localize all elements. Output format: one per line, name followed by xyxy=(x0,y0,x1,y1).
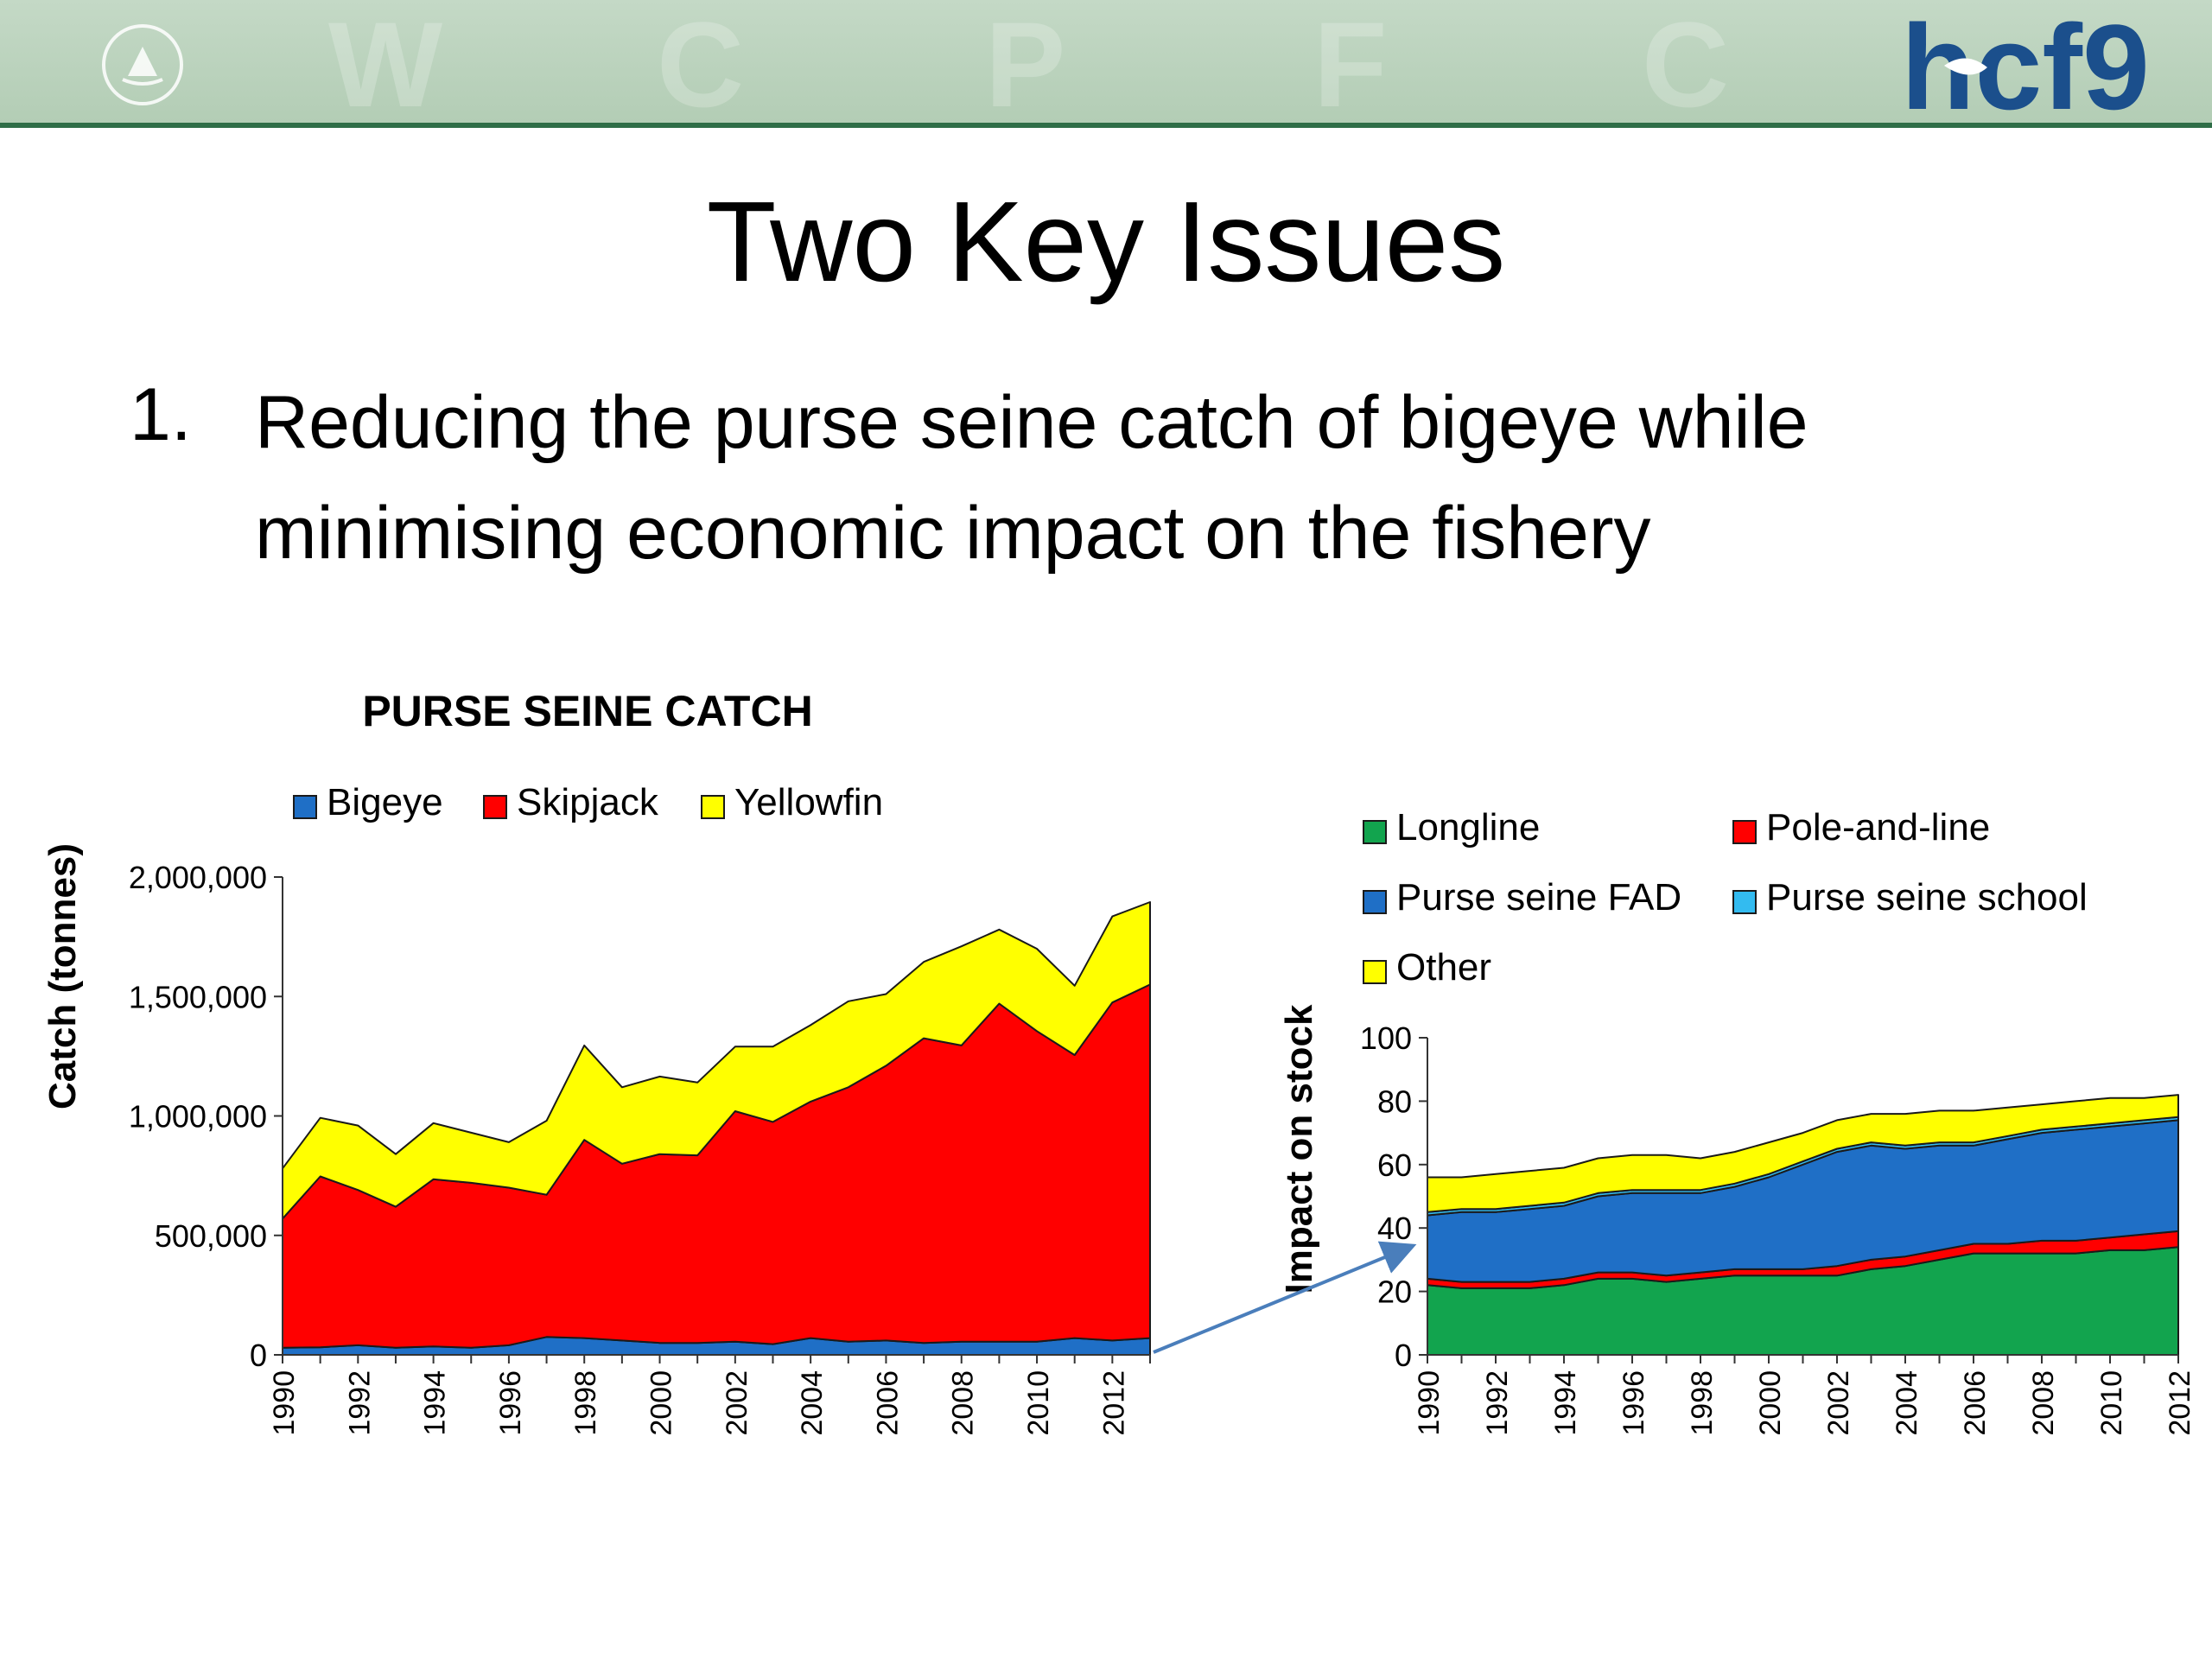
impact-x-tick-label: 2004 xyxy=(1891,1370,1923,1436)
purse-seine-x-tick-label: 1990 xyxy=(268,1370,301,1436)
impact-legend-label: Purse seine FAD xyxy=(1396,876,1681,918)
bullet-text: Reducing the purse seine catch of bigeye… xyxy=(255,381,1808,575)
impact-legend-label: Longline xyxy=(1396,806,1540,849)
purse-seine-legend-label: Yellowfin xyxy=(734,781,883,823)
impact-x-tick-label: 2012 xyxy=(2164,1370,2196,1436)
impact-y-tick-label: 40 xyxy=(1377,1211,1412,1246)
purse-seine-chart-title: PURSE SEINE CATCH xyxy=(362,687,812,735)
impact-x-tick-label: 1998 xyxy=(1686,1370,1719,1436)
bullet-number: 1. xyxy=(130,373,192,456)
impact-y-tick-label: 20 xyxy=(1377,1274,1412,1310)
purse-seine-y-tick-label: 1,000,000 xyxy=(129,1099,267,1135)
purse-seine-x-tick-label: 1994 xyxy=(419,1370,452,1436)
purse-seine-y-tick-label: 500,000 xyxy=(155,1218,267,1254)
impact-x-tick-label: 1996 xyxy=(1618,1370,1650,1436)
impact-legend-swatch xyxy=(1732,820,1757,844)
impact-y-tick-label: 60 xyxy=(1377,1147,1412,1183)
purse-seine-x-tick-label: 2012 xyxy=(1097,1370,1130,1436)
logo-text: hcf9 xyxy=(1901,5,2150,135)
purse-seine-y-tick-label: 2,000,000 xyxy=(129,860,267,895)
purse-seine-x-tick-label: 2008 xyxy=(947,1370,980,1436)
banner-watermark: W xyxy=(328,0,461,128)
connector-arrow xyxy=(1153,1241,1417,1354)
banner-watermark: C xyxy=(657,0,762,128)
impact-x-tick-label: 2008 xyxy=(2027,1370,2060,1436)
impact-x-tick-label: 1990 xyxy=(1413,1370,1446,1436)
impact-y-tick-label: 0 xyxy=(1395,1338,1412,1373)
impact-y-axis-label: Impact on stock xyxy=(1278,1004,1320,1294)
impact-legend-label: Pole-and-line xyxy=(1766,806,1990,849)
purse-seine-y-axis-label: Catch (tonnes) xyxy=(41,843,84,1109)
impact-x-tick-label: 2002 xyxy=(1822,1370,1855,1436)
header-banner: W C P F C xyxy=(0,0,2212,128)
impact-legend-label: Other xyxy=(1396,946,1491,988)
purse-seine-x-tick-label: 2002 xyxy=(721,1370,753,1436)
impact-legend-swatch xyxy=(1732,890,1757,914)
impact-x-tick-label: 2000 xyxy=(1754,1370,1787,1436)
banner-watermark: P xyxy=(985,0,1084,128)
purse-seine-x-tick-label: 2004 xyxy=(796,1370,829,1436)
purse-seine-legend-swatch xyxy=(483,795,507,819)
purse-seine-legend-swatch xyxy=(293,795,317,819)
impact-x-tick-label: 2006 xyxy=(1959,1370,1992,1436)
purse-seine-legend-label: Bigeye xyxy=(327,781,443,823)
banner-watermark: F xyxy=(1313,0,1405,128)
seal-ship-icon xyxy=(122,47,163,86)
impact-legend-swatch xyxy=(1363,820,1387,844)
purse-seine-area-yellowfin xyxy=(282,901,1151,1220)
impact-y-tick-label: 100 xyxy=(1360,1020,1412,1056)
purse-seine-x-tick-label: 2006 xyxy=(871,1370,904,1436)
purse-seine-x-tick-label: 2000 xyxy=(645,1370,678,1436)
impact-x-tick-label: 1992 xyxy=(1481,1370,1514,1436)
purse-seine-x-tick-label: 2010 xyxy=(1022,1370,1055,1436)
purse-seine-legend-swatch xyxy=(701,795,725,819)
purse-seine-legend-label: Skipjack xyxy=(517,781,659,823)
banner-watermark: C xyxy=(1642,0,1747,128)
impact-x-tick-label: 2010 xyxy=(2095,1370,2128,1436)
slide-title: Two Key Issues xyxy=(706,178,1506,305)
impact-on-stock-chart: 0 20 40 60 80 100 1990 1992 1994 1996 1998 2000 2002… xyxy=(1360,806,2196,1436)
impact-area-other xyxy=(1427,1094,2179,1213)
impact-legend-swatch xyxy=(1363,890,1387,914)
hcf9-logo: hcf9 xyxy=(1901,5,2150,135)
impact-legend-label: Purse seine school xyxy=(1766,876,2088,918)
purse-seine-x-tick-label: 1996 xyxy=(494,1370,527,1436)
purse-seine-x-tick-label: 1998 xyxy=(569,1370,602,1436)
impact-y-tick-label: 80 xyxy=(1377,1084,1412,1119)
organization-seal-icon xyxy=(102,24,183,105)
purse-seine-y-tick-label: 0 xyxy=(250,1338,267,1373)
impact-x-tick-label: 1994 xyxy=(1549,1370,1582,1436)
logo-fish-icon xyxy=(1944,58,1987,75)
purse-seine-x-tick-label: 1992 xyxy=(343,1370,376,1436)
impact-legend-swatch xyxy=(1363,960,1387,984)
purse-seine-catch-chart: 0 500,000 1,000,000 1,500,000 2,000,000 1990 1… xyxy=(129,781,1151,1436)
purse-seine-y-tick-label: 1,500,000 xyxy=(129,979,267,1014)
